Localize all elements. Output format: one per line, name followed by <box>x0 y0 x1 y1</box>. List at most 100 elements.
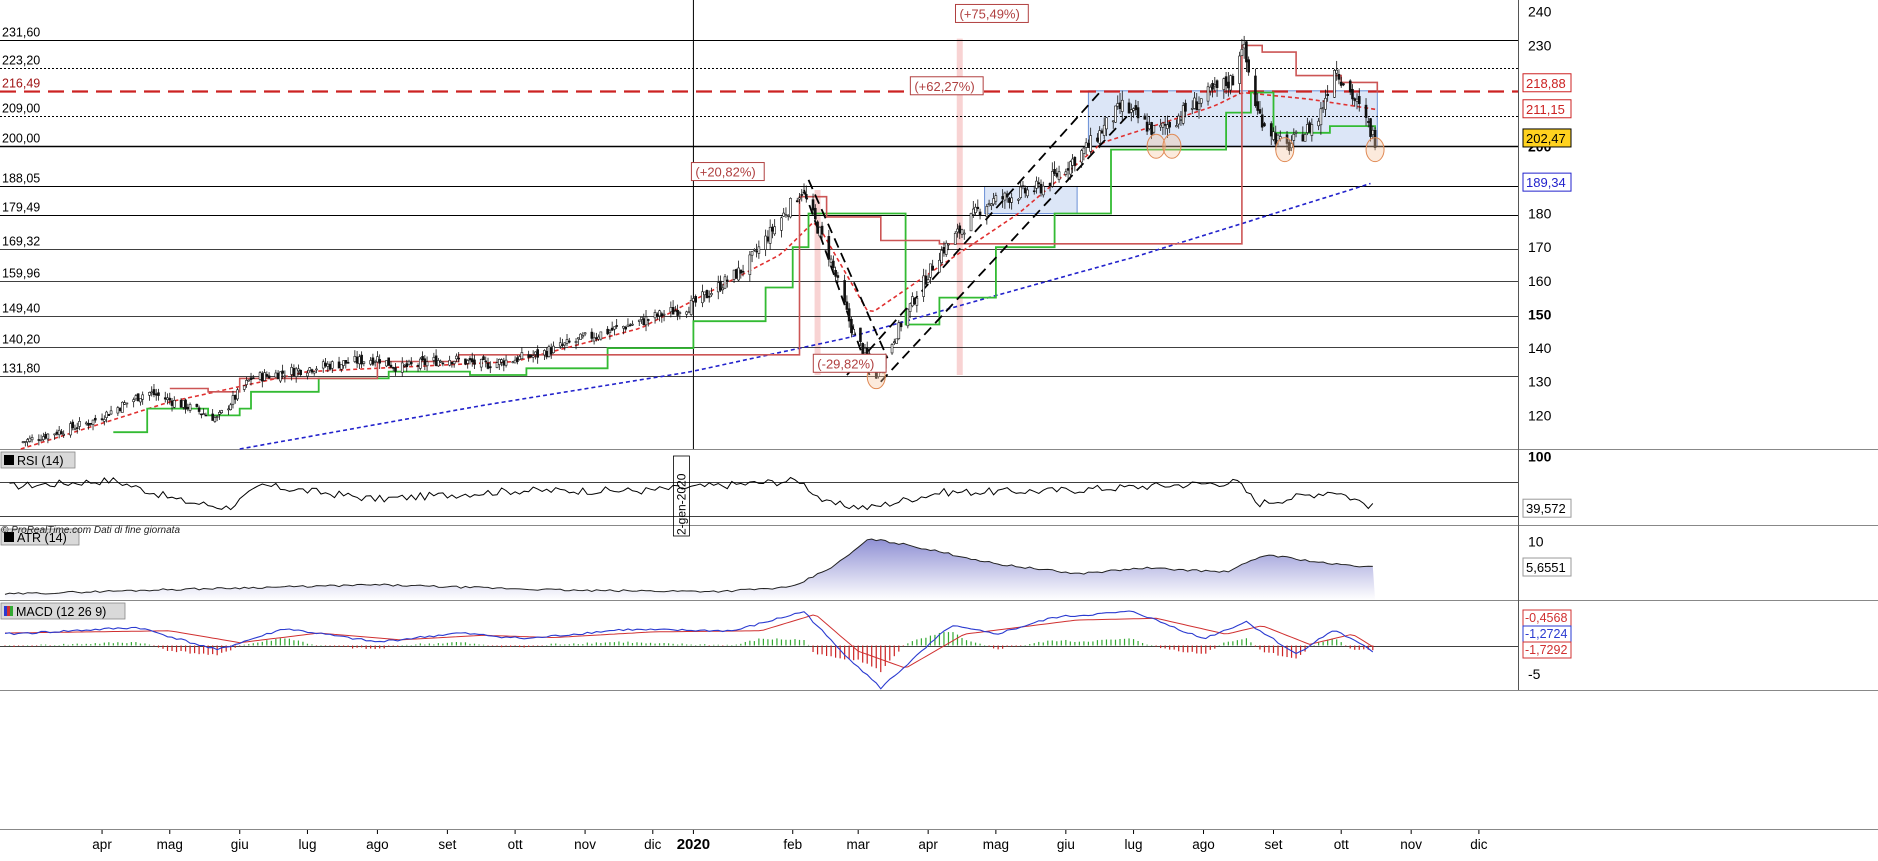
macd-histogram-bar <box>934 634 936 646</box>
macd-histogram-bar <box>148 644 151 646</box>
candle-body <box>1102 124 1106 136</box>
macd-histogram-bar <box>207 645 209 655</box>
candle-body <box>1100 130 1104 134</box>
candle-body <box>233 394 237 400</box>
candle-body <box>644 316 648 326</box>
candle-body <box>926 279 930 283</box>
candle-body <box>78 421 81 427</box>
candle-body <box>1105 117 1108 130</box>
candle-body <box>1150 122 1153 135</box>
level-label: 149,40 <box>2 302 40 316</box>
candle-body <box>26 439 29 443</box>
candle-body <box>631 323 634 326</box>
candle-body <box>274 372 278 378</box>
highlight-circle <box>1275 137 1295 163</box>
macd-histogram-bar <box>1223 642 1225 646</box>
macd-histogram-bar <box>853 645 855 661</box>
macd-histogram-bar <box>72 644 74 646</box>
macd-histogram-bar <box>1340 642 1342 646</box>
macd-histogram-bar <box>744 641 746 646</box>
candle-body <box>795 200 799 203</box>
candle-body <box>669 307 673 313</box>
macd-histogram-bar <box>1349 645 1351 649</box>
macd-histogram-bar <box>76 643 78 646</box>
candle-body <box>622 326 625 329</box>
candle-body <box>827 236 831 260</box>
macd-histogram-bar <box>1286 645 1288 658</box>
candle-body <box>518 356 521 360</box>
candle-body <box>62 433 65 436</box>
candles <box>21 35 1377 447</box>
macd-histogram-bar <box>342 645 345 647</box>
macd-histogram-bar <box>8 645 11 646</box>
candle-body <box>1272 131 1275 140</box>
macd-histogram-bar <box>1327 639 1329 646</box>
macd-histogram-bar <box>776 638 778 646</box>
macd-histogram-bar <box>771 639 774 646</box>
candle-body <box>818 226 822 237</box>
candle-body <box>1308 122 1311 133</box>
candle-body <box>1231 75 1235 86</box>
channel-line <box>846 91 1101 376</box>
candle-body <box>922 275 925 297</box>
macd-histogram-bar <box>898 645 900 652</box>
macd-histogram-bar <box>740 643 742 646</box>
macd-tick: -5 <box>1528 666 1541 682</box>
macd-histogram-bar <box>1123 638 1126 646</box>
time-label: 2020 <box>677 836 710 853</box>
candle-body <box>944 242 948 255</box>
candle-body <box>628 324 632 327</box>
candle-body <box>340 364 343 370</box>
candle-body <box>1317 120 1320 127</box>
atr-title-box <box>0 528 80 546</box>
candle-body <box>565 339 569 344</box>
macd-histogram-bar <box>1065 639 1067 646</box>
candle-body <box>1195 101 1199 111</box>
macd-histogram-bar <box>1250 642 1252 646</box>
candle-body <box>1190 108 1194 110</box>
macd-histogram-bar <box>1336 639 1338 646</box>
macd-histogram-bar <box>4 645 6 646</box>
macd-histogram-bar <box>798 639 801 646</box>
candle-body <box>753 249 756 251</box>
candle-body <box>353 356 357 362</box>
macd-histogram-bar <box>1092 641 1094 646</box>
macd-histogram-bar <box>1196 645 1198 654</box>
candle-body <box>608 330 612 333</box>
macd-histogram-bar <box>144 643 146 646</box>
candle-body <box>195 403 199 407</box>
candle-body <box>457 357 460 360</box>
candle-body <box>1181 105 1185 124</box>
rsi-panel: RSI (14) 100 39,572 <box>0 448 1572 518</box>
atr-line <box>4 538 1373 595</box>
candle-body <box>1224 76 1228 87</box>
candle-body <box>1066 168 1070 171</box>
candle-body <box>432 357 436 361</box>
macd-histogram-bar <box>153 645 155 647</box>
candle-body <box>1326 93 1329 96</box>
macd-histogram-bar <box>546 645 548 646</box>
candle-body <box>1263 123 1266 127</box>
axis-labels: 231,60 223,20 216,49 209,00 200,00 188,05 179,… <box>0 4 1572 537</box>
macd-histogram-bar <box>970 641 972 646</box>
level-label: 200,00 <box>2 132 40 146</box>
macd-histogram-bar <box>753 641 755 646</box>
candle-body <box>1134 105 1138 111</box>
macd-histogram-bar <box>473 643 476 646</box>
candle-body <box>662 313 666 316</box>
candle-body <box>211 413 214 421</box>
level-label: 223,20 <box>2 54 40 68</box>
candle-body <box>735 269 738 279</box>
macd-histogram-bar <box>428 643 430 646</box>
macd-histogram-bar <box>839 645 841 659</box>
candle-body <box>28 437 32 442</box>
macd-histogram-bar <box>708 645 710 646</box>
macd-histogram-bar <box>198 645 200 655</box>
candle-body <box>1373 129 1377 148</box>
macd-histogram-bar <box>1128 638 1130 646</box>
macd-histogram-bar <box>509 645 512 647</box>
macd-histogram-bar <box>1268 645 1270 653</box>
candle-body <box>276 372 280 380</box>
macd-histogram-bar <box>1218 645 1220 646</box>
time-label: ott <box>508 837 523 852</box>
